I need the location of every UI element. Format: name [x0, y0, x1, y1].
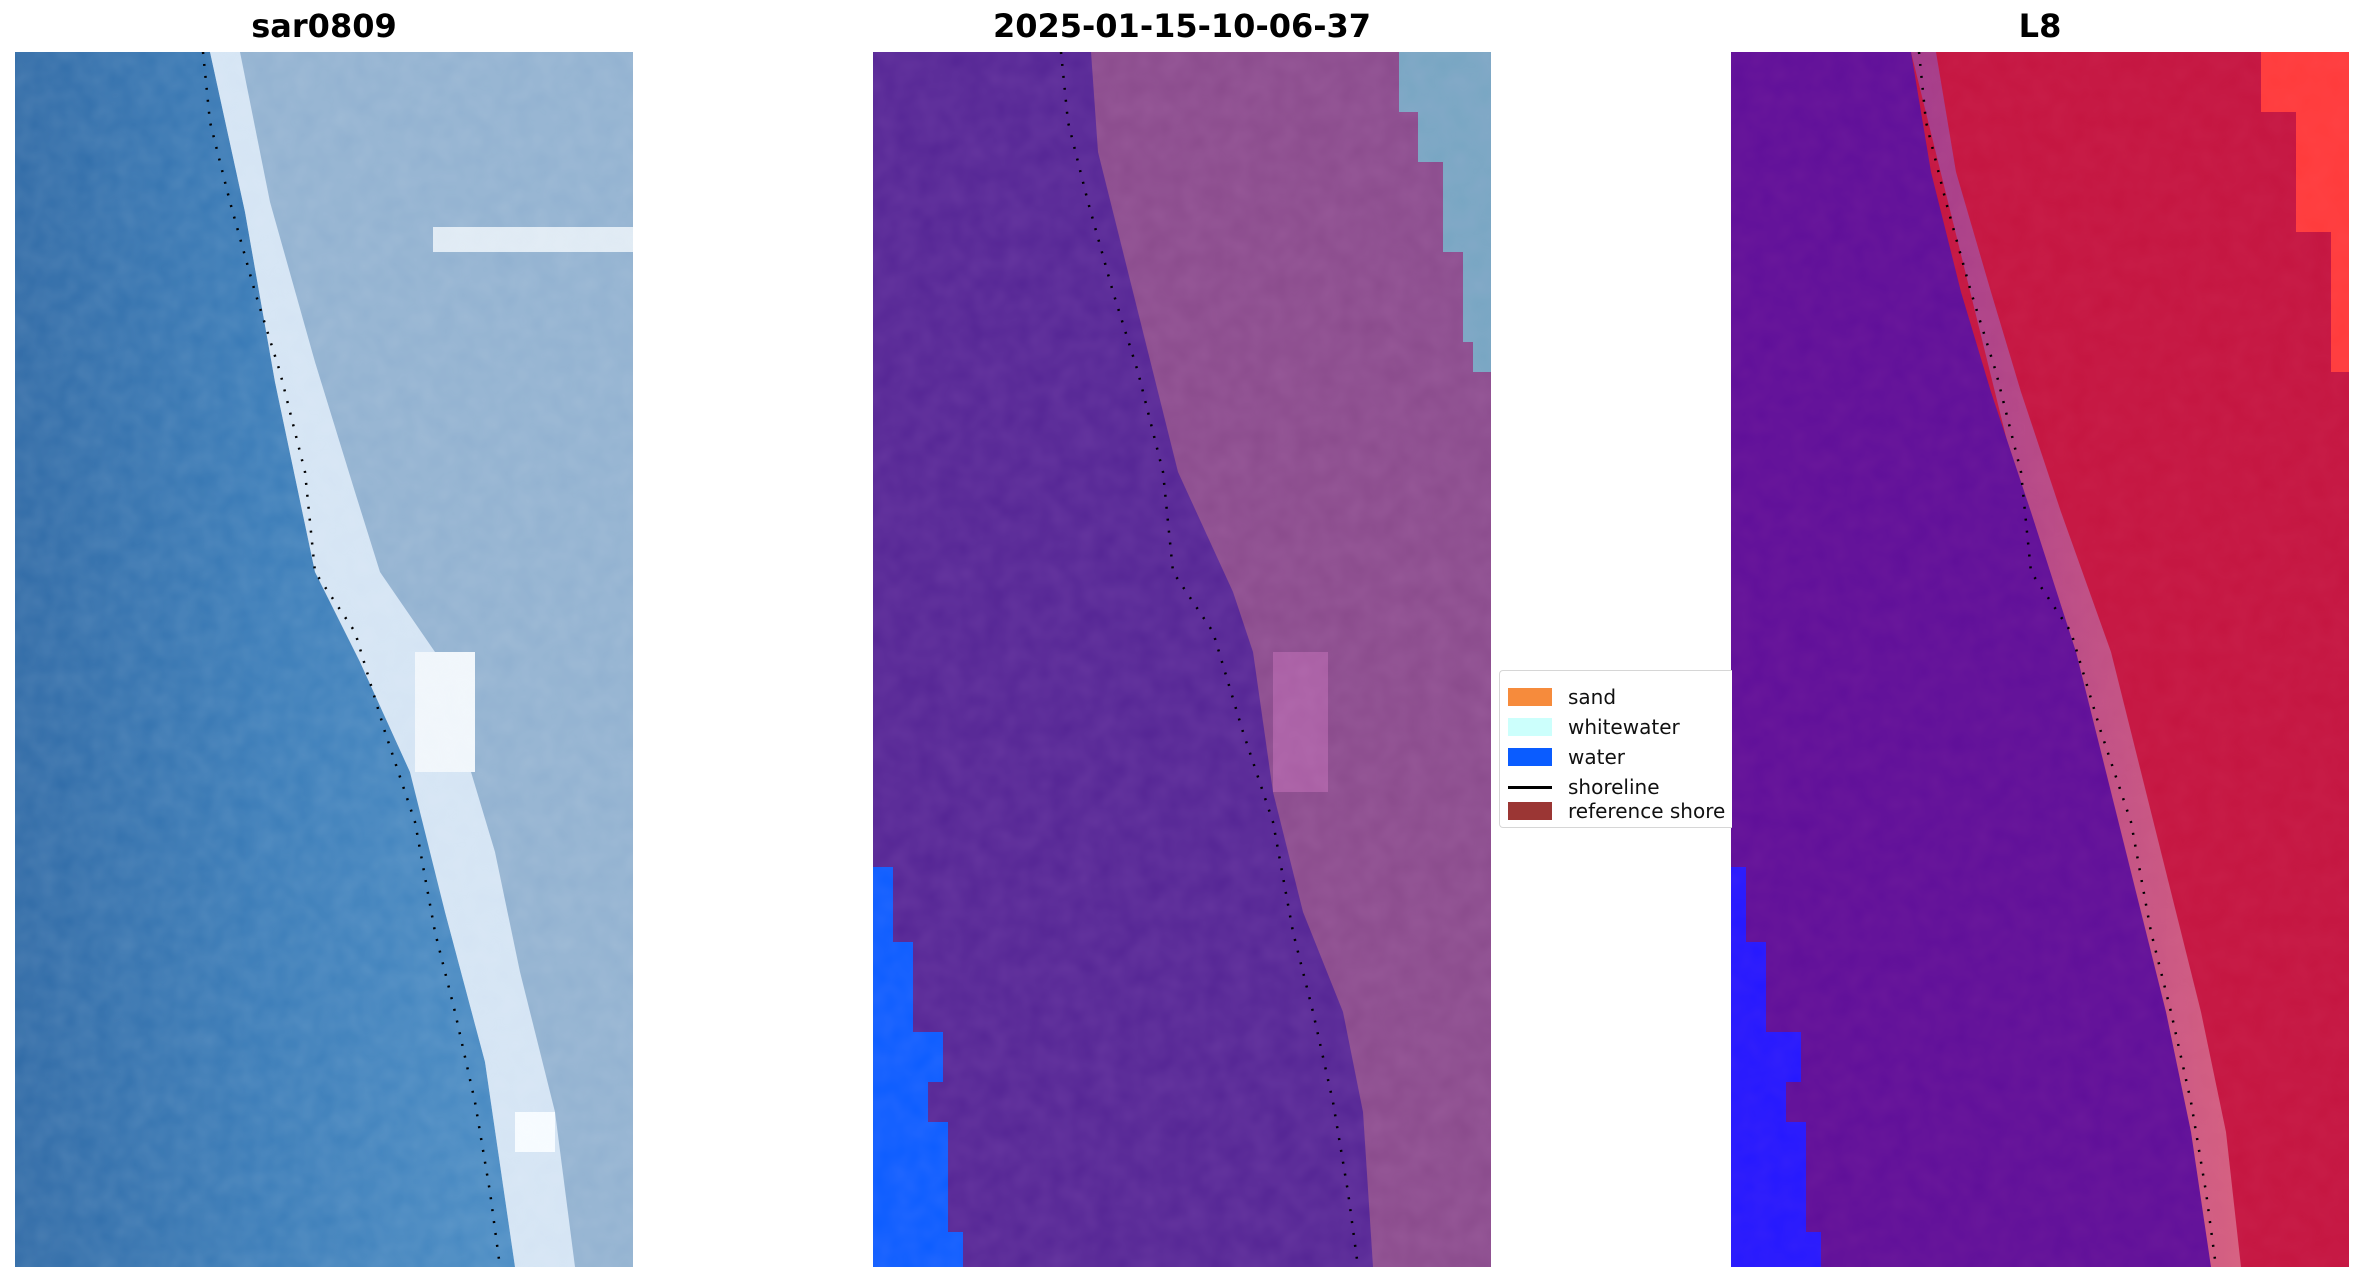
legend-item-whitewater: whitewater [1508, 714, 1680, 740]
rgb-image-panel [15, 52, 633, 1267]
legend-item-reference-shore: reference shore [1508, 798, 1725, 824]
rgb-image [15, 52, 633, 1267]
classified-image-panel [873, 52, 1491, 1267]
legend-label: sand [1568, 685, 1617, 709]
legend-swatch-shoreline [1508, 785, 1552, 789]
legend-label: shoreline [1568, 775, 1660, 799]
legend-item-water: water [1508, 744, 1625, 770]
panel-title-classified: 2025-01-15-10-06-37 [992, 7, 1372, 45]
legend-swatch-water [1508, 748, 1552, 766]
index-image [1731, 52, 2349, 1267]
legend-item-sand: sand [1508, 684, 1616, 710]
legend: sand whitewater water shoreline referenc… [1499, 670, 1732, 828]
legend-swatch-sand [1508, 688, 1552, 706]
legend-label: water [1568, 745, 1625, 769]
index-image-panel [1731, 52, 2349, 1267]
legend-swatch-whitewater [1508, 718, 1552, 736]
legend-swatch-reference-shore [1508, 802, 1552, 820]
panel-title-index: L8 [2018, 7, 2062, 45]
legend-item-shoreline: shoreline [1508, 774, 1660, 800]
legend-label: reference shore [1568, 799, 1726, 823]
legend-label: whitewater [1568, 715, 1680, 739]
panel-title-rgb: sar0809 [251, 7, 397, 45]
classified-image [873, 52, 1491, 1267]
